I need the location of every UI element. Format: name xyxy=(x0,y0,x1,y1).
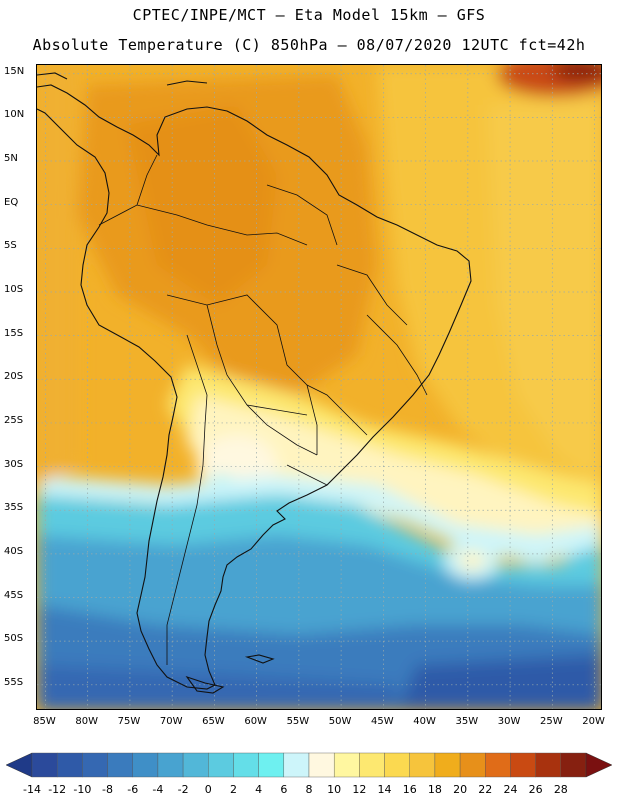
lon-tick-label: 40W xyxy=(413,716,436,727)
lat-tick-label: 20S xyxy=(4,371,24,383)
chart-title-line1: CPTEC/INPE/MCT – Eta Model 15km – GFS xyxy=(132,6,486,24)
lon-tick-label: 45W xyxy=(371,716,394,727)
colorbar-tick-label: 16 xyxy=(402,783,417,796)
colorbar-swatch xyxy=(359,752,385,778)
colorbar-tick-label: 24 xyxy=(503,783,518,796)
map-panel xyxy=(36,64,602,710)
colorbar-swatch xyxy=(182,752,209,778)
lon-tick-label: 60W xyxy=(244,716,267,727)
colorbar-swatch xyxy=(384,752,410,778)
colorbar-tick-label: 14 xyxy=(377,783,392,796)
colorbar-swatch xyxy=(208,752,234,778)
lon-tick-label: 35W xyxy=(455,716,479,727)
lat-tick-label: 10N xyxy=(4,109,25,121)
colorbar-swatch xyxy=(31,752,58,778)
colorbar-tick-label: 12 xyxy=(352,783,367,796)
colorbar-swatch xyxy=(107,752,133,778)
colorbar-tick-label: -8 xyxy=(102,783,114,796)
lon-tick-label: 25W xyxy=(540,716,563,727)
lon-tick-label: 75W xyxy=(117,716,141,727)
colorbar-tick-label: 0 xyxy=(204,783,212,796)
lat-tick-label: EQ xyxy=(4,196,19,208)
colorbar-high-arrow xyxy=(585,752,612,778)
lat-tick-label: 40S xyxy=(4,545,24,557)
coastline xyxy=(37,72,472,694)
lat-tick-label: 5S xyxy=(4,240,17,252)
colorbar-swatch xyxy=(560,752,587,778)
colorbar-tick-label: -12 xyxy=(48,783,67,796)
lon-tick-label: 65W xyxy=(202,716,225,727)
chart-title-line2: Absolute Temperature (C) 850hPa – 08/07/… xyxy=(32,36,586,54)
colorbar-tick-label: 4 xyxy=(255,783,263,796)
colorbar-swatch xyxy=(132,752,159,778)
colorbar-swatch xyxy=(56,752,83,778)
lon-tick-label: 50W xyxy=(328,716,352,727)
colorbar-tick-label: 2 xyxy=(229,783,237,796)
colorbar-swatch xyxy=(308,752,335,778)
colorbar-swatch xyxy=(535,752,562,778)
colorbar-swatch xyxy=(233,752,259,778)
colorbar-tick-label: -2 xyxy=(177,783,189,796)
lon-tick-label: 20W xyxy=(582,716,605,727)
lat-tick-label: 5N xyxy=(4,153,18,165)
lat-tick-label: 30S xyxy=(4,458,24,470)
colorbar-swatch xyxy=(485,752,511,778)
lon-tick-label: 85W xyxy=(33,716,56,727)
colorbar-tick-label: 8 xyxy=(305,783,313,796)
colorbar-low-arrow xyxy=(6,752,33,778)
colorbar-swatch xyxy=(157,752,184,778)
colorbar-tick-label: -4 xyxy=(152,783,164,796)
temperature-map xyxy=(37,65,601,709)
colorbar-tick-label: 26 xyxy=(528,783,543,796)
lon-tick-label: 80W xyxy=(75,716,98,727)
lat-tick-label: 15N xyxy=(4,65,25,77)
colorbar-swatch xyxy=(333,752,360,778)
colorbar-swatch xyxy=(82,752,108,778)
lon-tick-label: 55W xyxy=(286,716,310,727)
colorbar-tick-label: 6 xyxy=(280,783,288,796)
colorbar-swatch xyxy=(510,752,536,778)
lat-tick-label: 25S xyxy=(4,414,24,426)
lat-tick-label: 15S xyxy=(4,327,24,339)
lon-tick-label: 30W xyxy=(497,716,521,727)
colorbar xyxy=(6,752,612,778)
colorbar-tick-label: 28 xyxy=(553,783,568,796)
temperature-field xyxy=(37,65,601,709)
lat-tick-label: 50S xyxy=(4,633,24,645)
colorbar-tick-label: 10 xyxy=(327,783,342,796)
colorbar-swatch xyxy=(459,752,486,778)
colorbar-tick-label: -6 xyxy=(127,783,139,796)
colorbar-swatch xyxy=(434,752,461,778)
lat-tick-label: 35S xyxy=(4,502,24,514)
colorbar-tick-label: 20 xyxy=(453,783,468,796)
lat-tick-label: 55S xyxy=(4,676,24,688)
colorbar-swatch xyxy=(258,752,285,778)
colorbar-tick-label: 18 xyxy=(427,783,442,796)
colorbar-swatch xyxy=(409,752,436,778)
colorbar-swatch xyxy=(283,752,310,778)
lat-tick-label: 45S xyxy=(4,589,24,601)
colorbar-tick-label: -10 xyxy=(73,783,92,796)
lat-tick-label: 10S xyxy=(4,283,24,295)
colorbar-tick-label: -14 xyxy=(23,783,41,796)
lon-tick-label: 70W xyxy=(159,716,183,727)
country-borders xyxy=(98,154,428,665)
colorbar-tick-label: 22 xyxy=(478,783,493,796)
